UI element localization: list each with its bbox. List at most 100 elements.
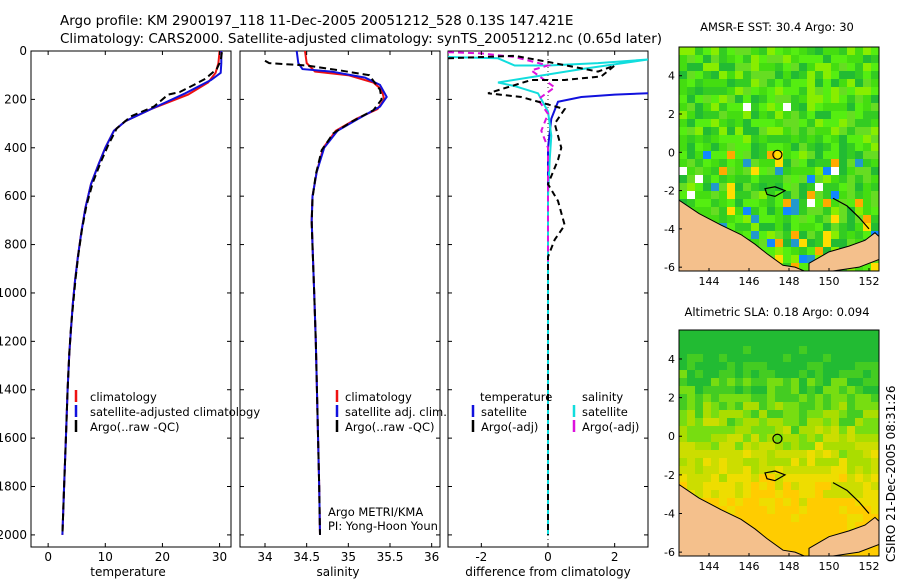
map-cell: [743, 450, 752, 459]
map-cell: [767, 207, 776, 216]
map-cell: [775, 231, 784, 240]
map-cell: [719, 434, 728, 443]
map-cell: [751, 410, 760, 419]
map-cell: [767, 522, 776, 531]
map-cell: [727, 378, 736, 387]
x-tick-label: 30: [212, 550, 227, 564]
map-cell: [839, 514, 848, 523]
map-cell: [775, 482, 784, 491]
map-cell: [791, 119, 800, 128]
map-cell: [799, 79, 808, 88]
map-cell: [855, 103, 864, 112]
map-cell: [735, 95, 744, 104]
map-cell: [703, 175, 712, 184]
map-cell: [839, 223, 848, 232]
map-cell: [703, 95, 712, 104]
map-cell: [783, 79, 792, 88]
y-tick-label: -6: [664, 546, 675, 559]
map-cell: [799, 466, 808, 475]
map-cell: [783, 127, 792, 136]
map-cell: [839, 346, 848, 355]
map-cell: [871, 159, 879, 168]
map-cell: [775, 167, 784, 176]
map-cell: [871, 207, 879, 216]
map-cell: [727, 402, 736, 411]
map-cell: [759, 79, 768, 88]
map-cell: [727, 127, 736, 136]
map-cell: [679, 354, 688, 363]
map-cell: [711, 71, 720, 80]
map-cell: [767, 506, 776, 515]
map-cell: [847, 482, 856, 491]
map-cell: [863, 362, 872, 371]
map-cell: [735, 490, 744, 499]
map-cell: [687, 63, 696, 72]
map-cell: [751, 370, 760, 379]
map-cell: [695, 362, 704, 371]
map-cell: [799, 87, 808, 96]
map-cell: [767, 386, 776, 395]
map-cell: [767, 159, 776, 168]
map-cell: [711, 362, 720, 371]
y-tick-label: 400: [4, 141, 27, 155]
map-cell: [687, 482, 696, 491]
map-cell: [687, 362, 696, 371]
map-cell: [823, 119, 832, 128]
map-cell: [783, 402, 792, 411]
map-cell: [743, 215, 752, 224]
map-cell: [679, 346, 688, 355]
map-cell: [695, 175, 704, 184]
map-cell: [711, 402, 720, 411]
x-tick-label: 148: [779, 275, 800, 288]
map-cell: [703, 378, 712, 387]
map-cell: [831, 215, 840, 224]
map-cell: [751, 354, 760, 363]
difference-series-temperature-argo-adj-: [448, 54, 616, 535]
map-cell: [871, 199, 879, 208]
map-cell: [871, 370, 879, 379]
map-cell: [847, 378, 856, 387]
sla-map-island: [808, 516, 879, 556]
map-cell: [807, 159, 816, 168]
map-cell: [719, 143, 728, 152]
map-cell: [735, 362, 744, 371]
map-cell: [703, 474, 712, 483]
map-cell: [863, 119, 872, 128]
map-cell: [839, 490, 848, 499]
map-cell: [767, 55, 776, 64]
map-cell: [735, 354, 744, 363]
map-cell: [839, 354, 848, 363]
map-cell: [695, 47, 704, 56]
map-cell: [823, 231, 832, 240]
map-cell: [863, 354, 872, 363]
x-tick-label: 148: [779, 560, 800, 573]
map-cell: [799, 474, 808, 483]
map-cell: [799, 450, 808, 459]
map-cell: [807, 418, 816, 427]
map-cell: [823, 394, 832, 403]
map-cell: [695, 87, 704, 96]
map-cell: [711, 55, 720, 64]
map-cell: [815, 402, 824, 411]
map-cell: [751, 55, 760, 64]
map-cell: [775, 330, 784, 339]
map-cell: [719, 71, 728, 80]
map-cell: [799, 175, 808, 184]
map-cell: [743, 458, 752, 467]
map-cell: [831, 338, 840, 347]
map-cell: [823, 378, 832, 387]
map-cell: [711, 466, 720, 475]
map-cell: [807, 538, 816, 547]
map-cell: [727, 482, 736, 491]
x-tick-label: 150: [819, 275, 840, 288]
map-cell: [687, 426, 696, 435]
map-cell: [711, 111, 720, 120]
map-cell: [751, 239, 760, 248]
map-cell: [839, 175, 848, 184]
map-cell: [831, 442, 840, 451]
map-cell: [871, 546, 879, 555]
map-cell: [727, 151, 736, 160]
map-cell: [847, 466, 856, 475]
map-cell: [719, 159, 728, 168]
salinity-x-ticks: 34 34.5 35 35.5 36: [257, 51, 439, 564]
